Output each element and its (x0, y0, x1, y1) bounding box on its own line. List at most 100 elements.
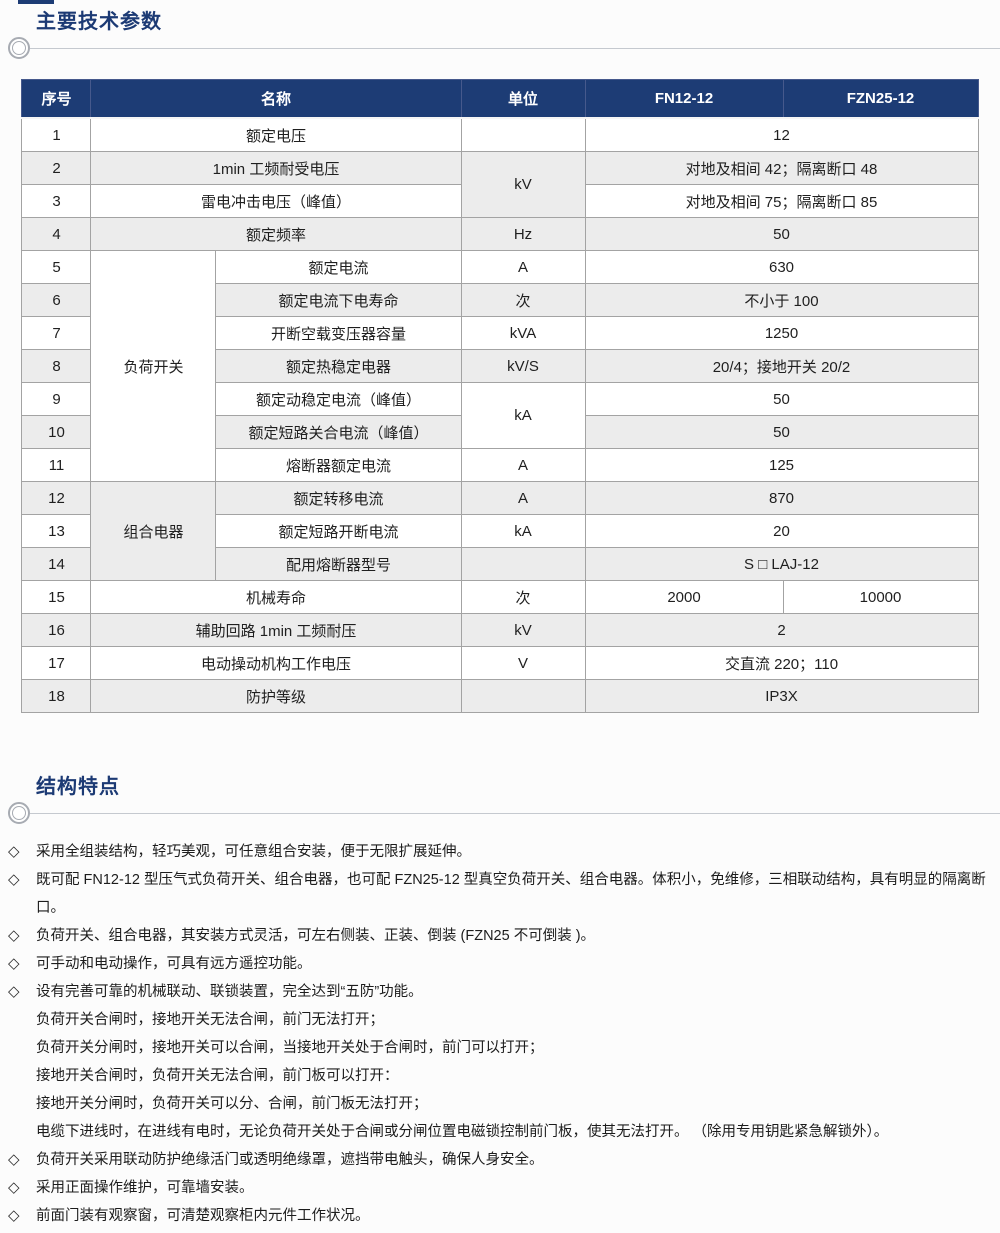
param-unit: A (460, 250, 586, 284)
list-subitem: 接地开关合闸时，负荷开关无法合闸，前门板可以打开： (8, 1062, 988, 1090)
param-value: 630 (584, 250, 979, 284)
section-features: 结构特点 (0, 775, 1000, 826)
list-item: ◇ 可手动和电动操作，可具有远方遥控功能。 (8, 950, 988, 978)
diamond-bullet-icon: ◇ (8, 871, 20, 888)
page-edge-artifact (18, 0, 54, 4)
diamond-bullet-icon: ◇ (8, 1179, 20, 1196)
param-no: 10 (21, 415, 92, 449)
param-name: 额定动稳定电流（峰值） (215, 382, 462, 416)
list-subitem: 接地开关分闸时，负荷开关可以分、合闸，前门板无法打开； (8, 1090, 988, 1118)
param-value-fn12: 2000 (584, 580, 784, 614)
param-no: 18 (21, 679, 92, 713)
table-row: 11 熔断器额定电流 A 125 (21, 448, 979, 482)
param-value: 对地及相间 42；隔离断口 48 (584, 151, 979, 185)
feature-text: 可手动和电动操作，可具有远方遥控功能。 (36, 956, 312, 972)
header-fzn25: FZN25-12 (782, 79, 979, 119)
feature-text: 设有完善可靠的机械联动、联锁装置，完全达到“五防”功能。 (36, 984, 423, 1000)
param-unit: A (460, 481, 586, 515)
feature-text: 电缆下进线时，在进线有电时，无论负荷开关处于合闸或分闸位置电磁锁控制前门板，使其… (36, 1124, 889, 1140)
param-no: 14 (21, 547, 92, 581)
param-name: 熔断器额定电流 (215, 448, 462, 482)
param-unit: kA (460, 514, 586, 548)
param-name: 配用熔断器型号 (215, 547, 462, 581)
table-row: 16 辅助回路 1min 工频耐压 kV 2 (21, 613, 979, 647)
ring-icon (8, 802, 30, 824)
param-value: 20 (584, 514, 979, 548)
table-row: 14 配用熔断器型号 S □ LAJ-12 (21, 547, 979, 581)
param-name: 额定转移电流 (215, 481, 462, 515)
feature-text: 负荷开关分闸时，接地开关可以合闸，当接地开关处于合闸时，前门可以打开； (36, 1040, 544, 1056)
feature-text: 采用正面操作维护，可靠墙安装。 (36, 1180, 254, 1196)
feature-text: 负荷开关采用联动防护绝缘活门或透明绝缘罩，遮挡带电触头，确保人身安全。 (36, 1152, 544, 1168)
table-row: 17 电动操动机构工作电压 V 交直流 220；110 (21, 646, 979, 680)
parameters-table: 序号 名称 单位 FN12-12 FZN25-12 1 额定电压 12 2 1m… (21, 79, 979, 713)
param-no: 3 (21, 184, 92, 218)
param-no: 9 (21, 382, 92, 416)
param-value: 20/4；接地开关 20/2 (584, 349, 979, 383)
section-title-parameters: 主要技术参数 (36, 11, 162, 33)
param-unit: 次 (460, 283, 586, 317)
list-subitem: 负荷开关分闸时，接地开关可以合闸，当接地开关处于合闸时，前门可以打开； (8, 1034, 988, 1062)
param-name: 额定电压 (90, 117, 462, 152)
feature-text: 既可配 FN12-12 型压气式负荷开关、组合电器，也可配 FZN25-12 型… (36, 872, 986, 916)
param-unit: kV (460, 151, 586, 218)
param-value: 50 (584, 382, 979, 416)
table-row: 7 开断空载变压器容量 kVA 1250 (21, 316, 979, 350)
param-unit: 次 (460, 580, 586, 614)
features-list: ◇ 采用全组装结构，轻巧美观，可任意组合安装，便于无限扩展延伸。 ◇ 既可配 F… (8, 838, 988, 1230)
param-value: 2 (584, 613, 979, 647)
param-name: 额定热稳定电器 (215, 349, 462, 383)
param-value: 1250 (584, 316, 979, 350)
param-name: 额定电流下电寿命 (215, 283, 462, 317)
param-value: 12 (584, 117, 979, 152)
param-value: S □ LAJ-12 (584, 547, 979, 581)
section-title-features: 结构特点 (36, 776, 120, 798)
param-name: 额定电流 (215, 250, 462, 284)
param-value: 不小于 100 (584, 283, 979, 317)
param-no: 17 (21, 646, 92, 680)
feature-text: 负荷开关合闸时，接地开关无法合闸，前门无法打开； (36, 1012, 384, 1028)
param-no: 16 (21, 613, 92, 647)
param-unit: kVA (460, 316, 586, 350)
feature-text: 接地开关合闸时，负荷开关无法合闸，前门板可以打开： (36, 1068, 399, 1084)
param-name: 电动操动机构工作电压 (90, 646, 462, 680)
param-value: IP3X (584, 679, 979, 713)
param-value: 交直流 220；110 (584, 646, 979, 680)
param-name: 额定频率 (90, 217, 462, 251)
param-name: 额定短路关合电流（峰值） (215, 415, 462, 449)
param-unit (460, 117, 586, 152)
param-no: 13 (21, 514, 92, 548)
param-unit: kV/S (460, 349, 586, 383)
feature-text: 采用全组装结构，轻巧美观，可任意组合安装，便于无限扩展延伸。 (36, 844, 471, 860)
feature-text: 前面门装有观察窗，可清楚观察柜内元件工作状况。 (36, 1208, 370, 1224)
param-no: 4 (21, 217, 92, 251)
param-value: 对地及相间 75；隔离断口 85 (584, 184, 979, 218)
feature-text: 接地开关分闸时，负荷开关可以分、合闸，前门板无法打开； (36, 1096, 428, 1112)
param-no: 1 (21, 117, 92, 152)
list-item: ◇ 前面门装有观察窗，可清楚观察柜内元件工作状况。 (8, 1202, 988, 1230)
param-value: 870 (584, 481, 979, 515)
param-name: 开断空载变压器容量 (215, 316, 462, 350)
feature-text: 负荷开关、组合电器，其安装方式灵活，可左右侧装、正装、倒装 (FZN25 不可倒… (36, 928, 596, 944)
diamond-bullet-icon: ◇ (8, 1151, 20, 1168)
param-unit: V (460, 646, 586, 680)
param-group: 组合电器 (90, 481, 217, 581)
table-row: 2 1min 工频耐受电压 kV 对地及相间 42；隔离断口 48 (21, 151, 979, 218)
param-unit: kA (460, 382, 586, 449)
table-row: 4 额定频率 Hz 50 (21, 217, 979, 251)
section-rule (0, 800, 1000, 826)
header-unit: 单位 (460, 79, 586, 119)
table-row: 12 组合电器 额定转移电流 A 870 (21, 481, 979, 581)
list-item: ◇ 设有完善可靠的机械联动、联锁装置，完全达到“五防”功能。 (8, 978, 988, 1006)
header-fn12: FN12-12 (584, 79, 784, 119)
param-name: 额定短路开断电流 (215, 514, 462, 548)
param-name: 防护等级 (90, 679, 462, 713)
list-item: ◇ 负荷开关、组合电器，其安装方式灵活，可左右侧装、正装、倒装 (FZN25 不… (8, 922, 988, 950)
list-item: ◇ 采用正面操作维护，可靠墙安装。 (8, 1174, 988, 1202)
table-row: 6 额定电流下电寿命 次 不小于 100 (21, 283, 979, 317)
list-item: ◇ 采用全组装结构，轻巧美观，可任意组合安装，便于无限扩展延伸。 (8, 838, 988, 866)
diamond-bullet-icon: ◇ (8, 983, 20, 1000)
list-subitem: 电缆下进线时，在进线有电时，无论负荷开关处于合闸或分闸位置电磁锁控制前门板，使其… (8, 1118, 988, 1146)
param-no: 5 (21, 250, 92, 284)
param-name: 辅助回路 1min 工频耐压 (90, 613, 462, 647)
